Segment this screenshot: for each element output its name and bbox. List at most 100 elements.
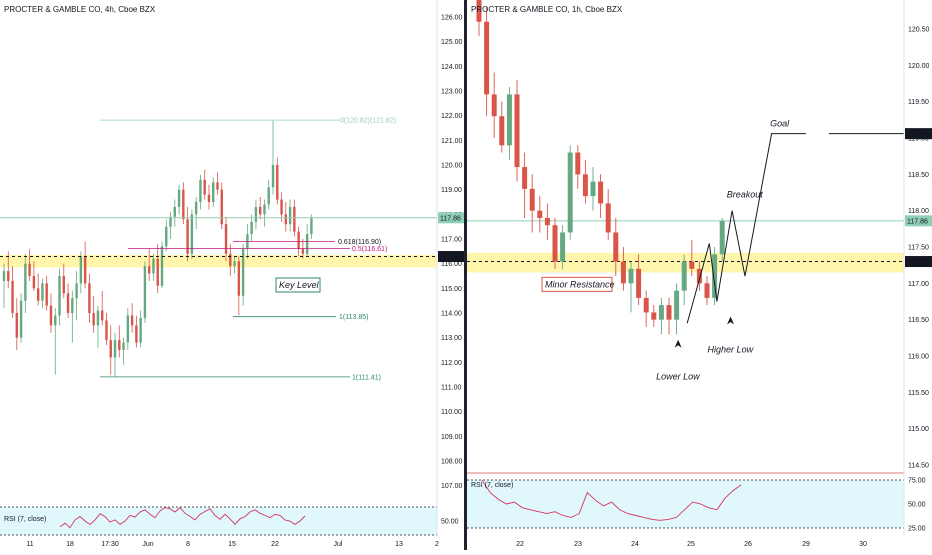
lower-low-arrow-icon (674, 339, 682, 348)
candle-body (229, 253, 232, 267)
candle-body (484, 21, 490, 95)
left-time-axis[interactable]: 11 18 17:30 Jun 8 15 22 Jul 13 2 (26, 541, 439, 548)
candle (169, 211, 172, 239)
right-current-price-badge (905, 215, 932, 227)
candle (229, 243, 232, 276)
left-price-tick: 122.00 (441, 113, 463, 120)
candle (567, 145, 573, 240)
candle-body (160, 246, 164, 286)
candle (212, 177, 215, 207)
left-price-tick: 115.00 (441, 286, 462, 293)
candle (506, 87, 512, 160)
candle (237, 256, 241, 316)
candle-body (156, 258, 159, 286)
left-price-axis[interactable]: 126.00 125.00 124.00 123.00 122.00 121.00 120.… (436, 0, 463, 536)
candle (484, 7, 490, 117)
candle (109, 325, 112, 375)
candle (544, 203, 550, 240)
right-price-tick: 116.50 (908, 317, 929, 324)
candle-body (696, 268, 702, 284)
candle (92, 295, 95, 333)
right-rsi-tick: 25.00 (908, 526, 926, 533)
candle-body (297, 231, 300, 249)
right-rsi-panel[interactable]: RSI (7, close) (467, 472, 904, 529)
lower-low-label: Lower Low (656, 371, 700, 381)
left-price-tick: 114.00 (441, 311, 462, 318)
candle (651, 305, 657, 327)
candle (712, 247, 718, 306)
fib-label: 1(111.41) (352, 374, 381, 381)
candle-body (194, 202, 198, 215)
candle-body (32, 276, 36, 289)
candle-body (152, 258, 155, 274)
candle-body (54, 315, 57, 326)
candle (11, 266, 14, 318)
candle (224, 216, 228, 262)
right-current-price-text: 117.86 (907, 218, 928, 225)
left-rsi-panel[interactable]: RSI (7, close) (0, 506, 437, 536)
candle-body (96, 310, 100, 326)
candle (284, 202, 288, 232)
right-time-tick: 29 (802, 541, 810, 548)
candle-body (674, 290, 680, 320)
candle (305, 224, 309, 257)
candle (135, 315, 138, 348)
left-time-tick: Jun (142, 541, 153, 548)
candle (267, 179, 270, 210)
left-rsi-tick: 50.00 (441, 519, 459, 526)
candle-body (537, 210, 543, 218)
left-price-tick: 108.00 (441, 459, 463, 466)
left-chart-panel[interactable]: 0(120.82)(121.82) 0.618(116.90)0.5(116.61… (0, 0, 437, 536)
candle (674, 283, 680, 335)
goal-label: Goal (770, 118, 790, 128)
candle-body (250, 221, 253, 235)
right-price-badges: 119.06 117.86 117.30 (905, 128, 932, 268)
candle-body (613, 232, 619, 262)
right-chart-panel[interactable]: PROCTER & GAMBLE CO, 1h, Cboe BZX Minor … (467, 0, 904, 472)
candle (613, 217, 619, 277)
left-level-price-badge (438, 251, 464, 263)
candle-body (199, 179, 202, 202)
candle (165, 219, 168, 252)
breakout-label: Breakout (727, 190, 764, 200)
candle (216, 172, 219, 195)
left-level-price-text: 116.29 (440, 254, 461, 261)
left-rsi-line (59, 506, 306, 529)
candle (499, 101, 505, 153)
candle (79, 251, 83, 294)
svg-text:Minor Resistance: Minor Resistance (545, 279, 615, 289)
left-price-tick: 120.00 (441, 163, 463, 170)
right-level-price-text: 117.30 (907, 259, 928, 266)
candle-body (207, 194, 211, 202)
panel-divider[interactable] (464, 0, 467, 550)
right-time-tick: 25 (687, 541, 695, 548)
candle-body (280, 199, 283, 215)
candle-body (567, 152, 573, 233)
candle-body (113, 340, 117, 358)
candle-body (233, 261, 236, 267)
candle (2, 263, 6, 309)
left-price-tick: 113.00 (441, 335, 462, 342)
candle (719, 217, 725, 262)
candle-body (62, 276, 65, 294)
candle (75, 271, 78, 321)
right-price-axis[interactable]: 120.50120.00119.50119.00118.50118.00117.… (903, 0, 930, 536)
higher-low-label: Higher Low (708, 344, 754, 354)
left-time-tick: 15 (228, 541, 236, 548)
candle-body (651, 312, 657, 320)
candle (271, 120, 275, 195)
candle (152, 253, 155, 281)
candle (54, 308, 57, 375)
right-rsi-label: RSI (7, close) (471, 482, 513, 489)
candle-body (220, 189, 223, 225)
candle (666, 297, 672, 335)
candle-body (24, 263, 27, 301)
candle-body (169, 216, 172, 227)
right-price-tick: 120.00 (908, 63, 930, 70)
candle-body (109, 340, 112, 358)
right-time-axis[interactable]: 22 23 24 25 26 29 30 (516, 541, 867, 548)
candle-body (122, 342, 125, 350)
candle (186, 206, 189, 262)
candle-body (173, 206, 176, 217)
candle (113, 332, 117, 378)
